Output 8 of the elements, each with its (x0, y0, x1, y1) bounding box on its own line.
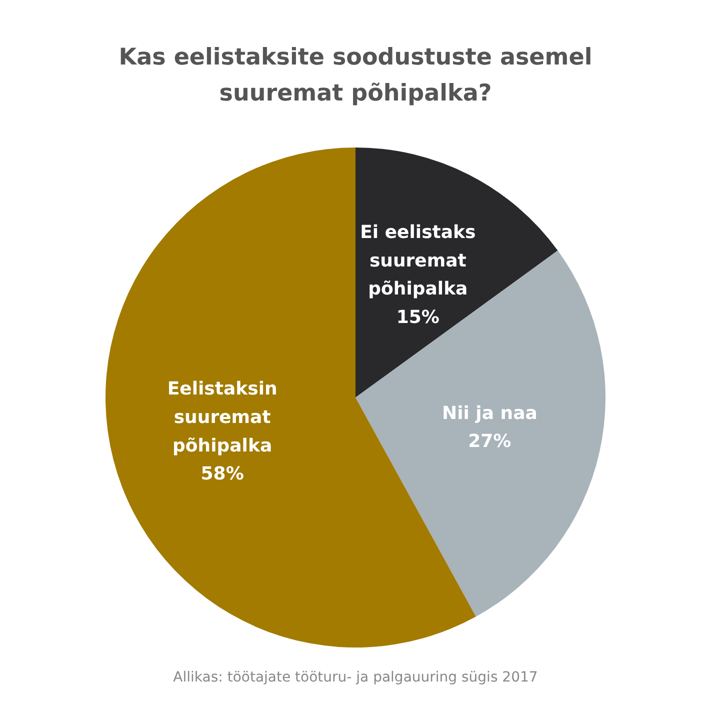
data-label: 27% (468, 431, 512, 452)
slice-label: Ei eelistaks suuremat põhipalka (360, 222, 476, 300)
data-label: 15% (396, 307, 440, 328)
slice-label: Eelistaksin suuremat põhipalka (167, 378, 278, 456)
data-label: 58% (200, 464, 244, 485)
text: Allikas: töötajate tööturu- ja palgauuring sügis 2017 (173, 670, 538, 686)
slice-label: Nii ja naa (442, 402, 538, 424)
chart-title: Kas eelistaksite soodustuste asemel suuremat põhipalka? (118, 44, 592, 107)
